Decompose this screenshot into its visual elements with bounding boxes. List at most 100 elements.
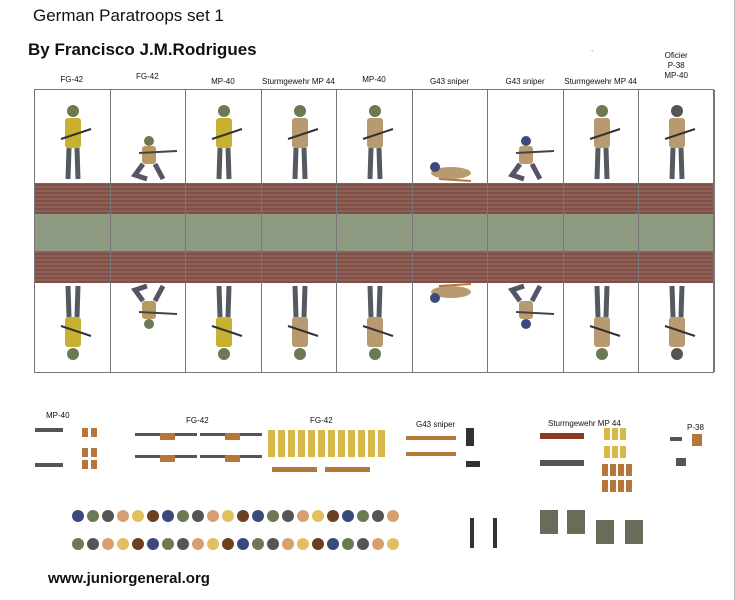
backpack <box>625 520 643 544</box>
column-label: FG-42 <box>60 75 84 84</box>
spare-head <box>387 510 399 522</box>
figure-column <box>186 90 262 372</box>
mag-pouch <box>82 428 88 437</box>
spare-head <box>237 538 249 550</box>
figure-mirrored <box>211 285 243 360</box>
spare-head <box>102 538 114 550</box>
figure <box>665 105 696 180</box>
mp40-gun <box>35 463 63 467</box>
spare-head <box>342 538 354 550</box>
spare-head <box>102 510 114 522</box>
figure <box>287 105 318 180</box>
spare-head <box>177 538 189 550</box>
spare-head <box>162 538 174 550</box>
spare-head <box>282 538 294 550</box>
spare-head <box>357 538 369 550</box>
spare-head <box>252 538 264 550</box>
mp44-pouch <box>626 480 632 492</box>
fg42-mag-pouch <box>268 430 275 457</box>
spare-head <box>207 538 219 550</box>
figure-mirrored <box>508 283 555 329</box>
fg42-stock <box>160 455 175 462</box>
spare-head <box>252 510 264 522</box>
spare-head <box>192 510 204 522</box>
label-g43: G43 sniper <box>416 420 456 429</box>
mag-pouch <box>91 460 97 469</box>
mp44-pouch <box>618 480 624 492</box>
figure <box>589 105 621 180</box>
column-label: G43 sniper <box>429 77 470 86</box>
label-mp44: Sturmgewehr MP 44 <box>548 419 621 428</box>
fg42-rifle <box>272 467 317 472</box>
mp44-rifle <box>540 460 584 466</box>
spare-head <box>297 538 309 550</box>
spare-head <box>327 510 339 522</box>
column-label: G43 sniper <box>505 77 545 86</box>
spare-head <box>87 510 99 522</box>
column-label: Sturmgewehr MP 44 <box>262 77 335 86</box>
figure-mirrored <box>429 283 471 303</box>
figure-mirrored <box>665 285 696 360</box>
spare-head <box>177 510 189 522</box>
mp44-mag <box>612 428 618 440</box>
spare-head <box>87 538 99 550</box>
figure <box>60 105 92 180</box>
mp44-mag <box>620 446 626 458</box>
mp44-rifle <box>540 433 584 439</box>
spare-head <box>117 538 129 550</box>
fg42-mag-pouch <box>308 430 315 457</box>
column-label: MP-40 <box>362 75 386 84</box>
footer-url[interactable]: www.juniorgeneral.org <box>48 570 210 587</box>
spare-head <box>357 510 369 522</box>
backpack <box>567 510 585 534</box>
spare-head <box>282 510 294 522</box>
fg42-mag-pouch <box>278 430 285 457</box>
figure-column <box>564 90 640 372</box>
figure <box>362 105 394 180</box>
g43-clip <box>466 461 480 467</box>
spare-head <box>267 538 279 550</box>
spare-head <box>147 538 159 550</box>
spare-head <box>387 538 399 550</box>
figure <box>130 136 177 182</box>
mag-pouch <box>82 448 88 457</box>
figure <box>211 105 243 180</box>
figure-mirrored <box>287 285 318 360</box>
spare-head <box>372 510 384 522</box>
mag-pouch <box>82 460 88 469</box>
label-mp40: MP-40 <box>46 411 70 420</box>
figure-column <box>35 90 111 372</box>
backpack <box>596 520 614 544</box>
spare-head <box>372 538 384 550</box>
fg42-rifle <box>325 467 370 472</box>
mag-pouch <box>91 428 97 437</box>
mp44-mag <box>604 428 610 440</box>
fg42-mag-pouch <box>378 430 385 457</box>
figure-column <box>262 90 338 372</box>
mp44-pouch <box>618 464 624 476</box>
figure-mirrored <box>130 283 177 329</box>
mp44-mag <box>620 428 626 440</box>
mp44-mag <box>604 446 610 458</box>
figure-column <box>111 90 187 372</box>
figure-mirrored <box>589 285 621 360</box>
mag-pouch <box>91 448 97 457</box>
spare-head <box>72 510 84 522</box>
figure-mirrored <box>60 285 92 360</box>
spare-head <box>297 510 309 522</box>
fg42-mag-pouch <box>298 430 305 457</box>
spare-head <box>327 538 339 550</box>
g43-rifle <box>406 436 456 440</box>
fg42-mag-pouch <box>318 430 325 457</box>
mp44-pouch <box>602 480 608 492</box>
figure-grid <box>34 89 715 373</box>
column-label: Oficier P-38 MP-40 <box>664 51 688 80</box>
spare-head <box>147 510 159 522</box>
label-fg42-b: FG-42 <box>310 416 333 425</box>
spare-head <box>222 538 234 550</box>
spare-head <box>342 510 354 522</box>
figure <box>429 162 471 182</box>
ground-strip-top <box>35 183 713 214</box>
strap <box>493 518 497 548</box>
